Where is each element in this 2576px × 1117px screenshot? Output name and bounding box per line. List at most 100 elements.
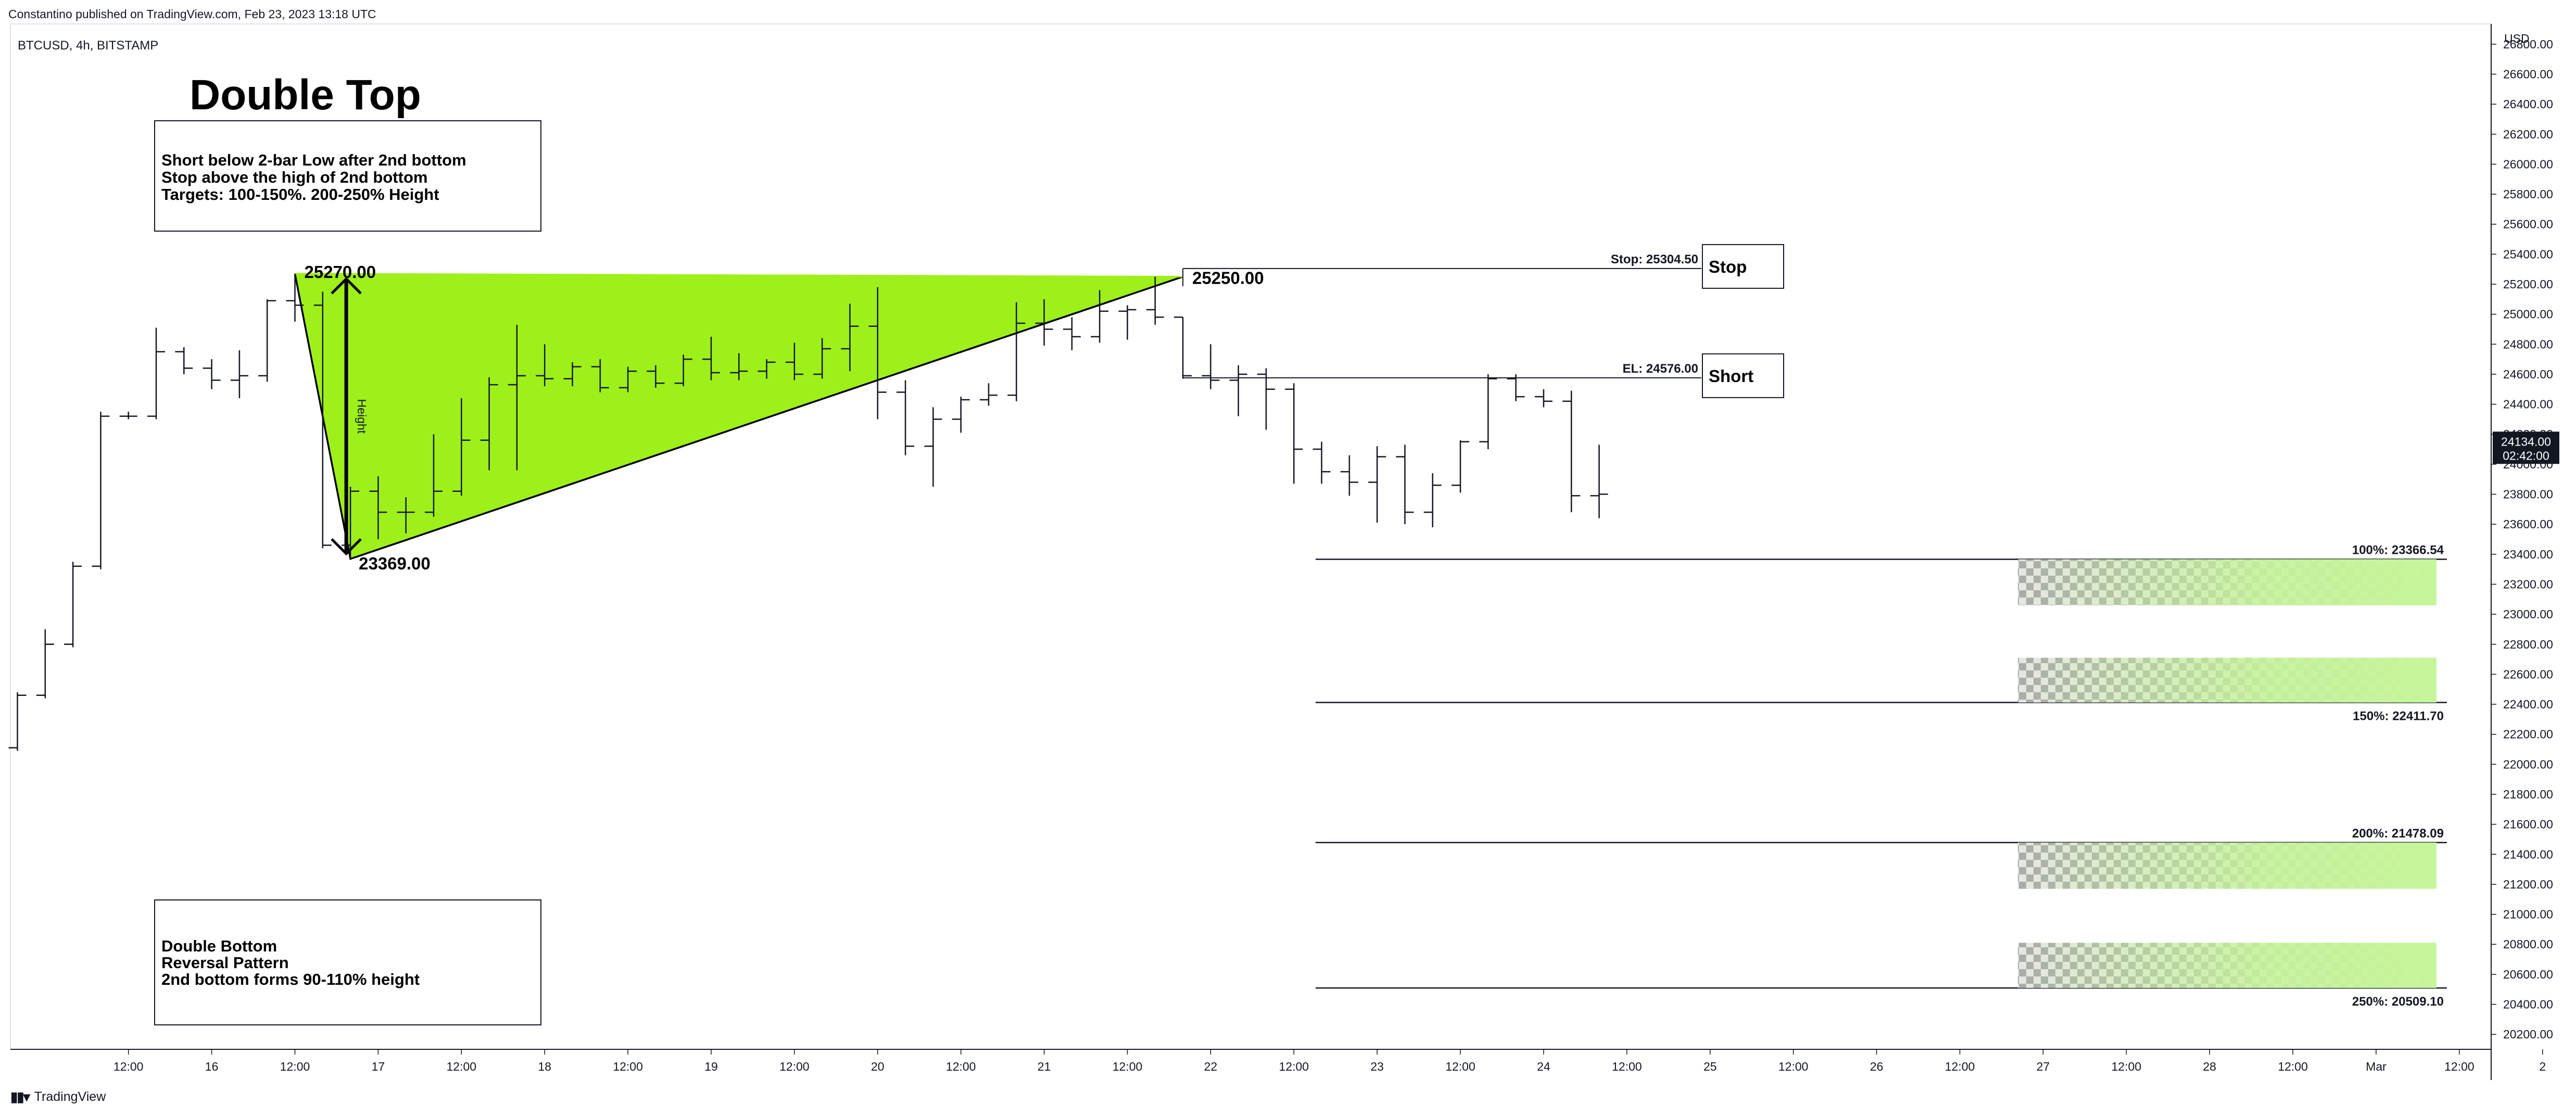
note-bottom-box — [154, 899, 541, 1025]
ohlc-bar — [1229, 365, 1247, 416]
x-tick-label: 12:00 — [946, 1060, 976, 1073]
y-tick-label: 22800.00 — [2503, 638, 2553, 651]
ohlc-bar — [785, 342, 803, 380]
ohlc-bar — [342, 487, 360, 559]
y-tick-label: 26200.00 — [2503, 128, 2553, 141]
ohlc-bar — [563, 362, 582, 386]
ohlc-bar — [1146, 276, 1164, 325]
ohlc-bar — [1312, 441, 1331, 484]
ohlc-bar — [1507, 374, 1525, 401]
x-tick-label: 12:00 — [1113, 1060, 1143, 1073]
ohlc-bar — [1368, 446, 1386, 523]
ohlc-bar — [92, 412, 110, 569]
top1-price-label: 25270.00 — [305, 262, 376, 282]
ohlc-bar — [1396, 445, 1414, 525]
height-label: Height — [355, 399, 369, 434]
currency-label: USD — [2504, 32, 2530, 45]
ohlc-bar — [1423, 473, 1442, 527]
ohlc-bar — [591, 359, 609, 392]
pattern-top-edge — [295, 273, 1183, 278]
target-label: 150%: 22411.70 — [2353, 709, 2444, 723]
ohlc-bar — [258, 299, 276, 382]
note-top-line: Targets: 100-150%. 200-250% Height — [161, 185, 439, 204]
ohlc-bar — [619, 366, 637, 392]
x-tick-label: 18 — [538, 1060, 551, 1073]
symbol-label: BTCUSD, 4h, BITSTAMP — [18, 39, 158, 53]
y-tick-label: 21800.00 — [2503, 788, 2553, 801]
target-zone — [2018, 842, 2436, 889]
y-tick-label: 20800.00 — [2503, 937, 2553, 951]
ohlc-bar — [147, 327, 165, 420]
x-tick-label: 12:00 — [447, 1060, 477, 1073]
ohlc-bar — [1451, 440, 1470, 493]
ohlc-bar — [1479, 374, 1497, 450]
y-tick-label: 23200.00 — [2503, 577, 2553, 591]
x-tick-label: 12:00 — [2278, 1060, 2308, 1073]
note-top-box — [154, 120, 541, 232]
x-tick-label: 27 — [2037, 1060, 2050, 1073]
ohlc-bar — [730, 353, 748, 380]
y-tick-label: 26600.00 — [2503, 67, 2553, 81]
y-tick-label: 21200.00 — [2503, 878, 2553, 891]
y-tick-label: 20400.00 — [2503, 998, 2553, 1011]
stop-box-label: Stop — [1709, 257, 1747, 276]
target-zone — [2018, 943, 2436, 988]
ohlc-bar — [536, 344, 554, 386]
y-tick-label: 22600.00 — [2503, 667, 2553, 681]
ohlc-bar — [813, 338, 831, 379]
note-bottom-line: Double Bottom — [161, 937, 277, 955]
ohlc-bar — [1590, 445, 1608, 518]
target-level-3: 200%: 21478.09 — [1316, 827, 2447, 889]
last-price-timer: 02:42:00 — [2503, 449, 2549, 462]
x-tick-label: 21 — [1038, 1060, 1051, 1073]
x-tick-label: 22 — [1204, 1060, 1218, 1073]
x-tick-label: 25 — [1703, 1060, 1717, 1073]
last-price-value: 24134.00 — [2501, 435, 2551, 448]
y-tick-label: 25600.00 — [2503, 218, 2553, 231]
target-level-4: 250%: 20509.10 — [1316, 943, 2447, 1009]
note-top-line: Stop above the high of 2nd bottom — [161, 168, 427, 186]
target-label: 250%: 20509.10 — [2352, 995, 2444, 1009]
ohlc-bar — [1091, 290, 1109, 343]
published-header: Constantino published on TradingView.com… — [8, 7, 376, 21]
ohlc-bar — [397, 497, 415, 534]
ohlc-bar — [868, 287, 887, 420]
note-bottom-line: Reversal Pattern — [161, 954, 289, 972]
x-tick-label: 17 — [372, 1060, 385, 1073]
ohlc-bar — [313, 291, 332, 549]
note-top-line: Short below 2-bar Low after 2nd bottom — [161, 151, 466, 169]
x-tick-label: 28 — [2203, 1060, 2216, 1073]
target-level-1: 100%: 23366.54 — [1316, 543, 2447, 605]
y-tick-label: 24600.00 — [2503, 367, 2553, 381]
ohlc-bar — [1562, 390, 1581, 513]
ohlc-bar — [1257, 368, 1275, 430]
x-tick-label: 12:00 — [1778, 1060, 1809, 1073]
ohlc-bar — [452, 398, 471, 496]
y-tick-label: 20600.00 — [2503, 968, 2553, 981]
ohlc-bar — [8, 692, 27, 751]
pattern-fill — [295, 273, 1183, 559]
ohlc-bar — [64, 562, 82, 648]
footer-brand: TradingView — [34, 1089, 106, 1104]
x-tick-label: 12:00 — [613, 1060, 643, 1073]
ohlc-bar — [980, 383, 997, 406]
ohlc-bar — [924, 407, 942, 487]
y-tick-label: 22200.00 — [2503, 728, 2553, 741]
ohlc-bar — [757, 359, 776, 379]
y-tick-label: 24400.00 — [2503, 398, 2553, 411]
last-price-tag — [2493, 431, 2559, 464]
x-tick-label: 12:00 — [779, 1060, 810, 1073]
stop-box — [1702, 244, 1784, 289]
note-bottom-line: 2nd bottom forms 90-110% height — [161, 970, 420, 988]
ohlc-bar — [203, 359, 221, 389]
height-arrow-head-up — [331, 277, 362, 295]
x-tick-label: 20 — [871, 1060, 885, 1073]
ohlc-bar — [425, 434, 443, 517]
height-arrow-head-down — [331, 538, 362, 556]
chart-title: Double Top — [190, 71, 421, 119]
x-tick-label: 12:00 — [1279, 1060, 1309, 1073]
ohlc-bar — [896, 380, 915, 455]
top2-price-label: 25250.00 — [1192, 269, 1264, 288]
y-tick-label: 25800.00 — [2503, 187, 2553, 201]
